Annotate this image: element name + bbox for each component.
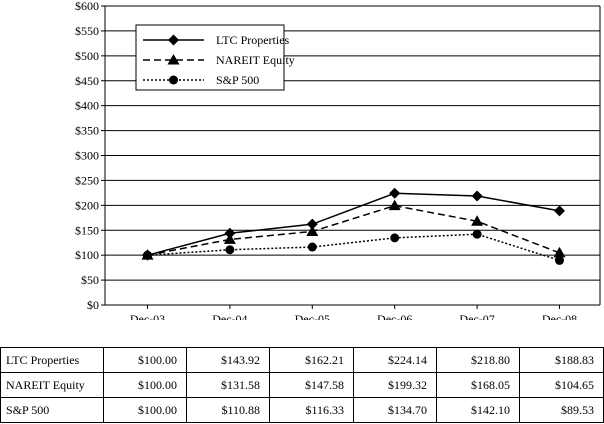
y-tick-label: $600 [75,0,99,13]
y-axis: $0 $50 $100 $150 $200 $250 $300 $350 $400 $450 $50… [75,0,601,312]
legend-box [135,24,285,91]
performance-line-chart: $0 $50 $100 $150 $200 $250 $300 $350 $400 $450 $50… [75,0,601,320]
table-cell: $100.00 [103,347,187,373]
x-tick-label: Dec-06 [377,312,412,320]
table-cell: $224.14 [353,347,437,373]
y-tick-label: $450 [75,74,99,88]
triangle-marker [167,54,180,65]
diamond-marker [168,34,179,46]
table-cell: $147.58 [269,372,354,398]
legend-label: S&P 500 [216,73,259,87]
table-row: LTC Properties $100.00 $143.92 $162.21 $… [0,347,604,373]
series-lines [141,187,566,265]
table-row: NAREIT Equity $100.00 $131.58 $147.58 $1… [0,372,604,398]
x-tick-label: Dec-07 [459,312,494,320]
diamond-marker [389,187,401,199]
table-cell: $110.88 [186,397,270,423]
table-cell: $188.83 [519,347,604,373]
y-tick-label: $550 [75,24,99,38]
table-row: S&P 500 $100.00 $110.88 $116.33 $134.70 … [0,397,604,423]
table-cell: $142.10 [436,397,520,423]
x-tick-label: Dec-04 [212,312,247,320]
legend-label: LTC Properties [216,33,290,47]
triangle-marker [306,225,319,236]
series-line [147,233,560,262]
table-cell: $168.05 [436,372,520,398]
y-tick-label: $500 [75,49,99,63]
table-cell: $116.33 [269,397,354,423]
diamond-marker [224,227,236,239]
y-tick-label: $150 [75,223,99,237]
y-tick-label: $200 [75,198,99,212]
x-axis: Dec-03 Dec-04 Dec-05 Dec-06 Dec-07 Dec-08 [105,304,600,320]
y-tick-label: $0 [87,298,99,312]
table-cell: $134.70 [353,397,437,423]
legend-label: NAREIT Equity [216,53,295,67]
row-label: LTC Properties [0,347,104,373]
y-tick-label: $400 [75,99,99,113]
row-label: S&P 500 [0,397,104,423]
table-cell: $162.21 [269,347,354,373]
chart-legend: LTC Properties NAREIT Equity S&P 500 [135,24,295,91]
circle-marker [225,245,235,255]
y-tick-label: $50 [81,273,99,287]
circle-marker [472,229,482,239]
table-cell: $100.00 [103,397,187,423]
triangle-marker [553,246,566,258]
y-tick-label: $350 [75,124,99,138]
x-tick-label: Dec-08 [542,312,577,320]
circle-marker [169,75,178,85]
circle-marker [307,242,317,252]
triangle-marker [388,199,401,211]
diamond-marker [554,205,565,217]
diamond-marker [306,218,318,230]
table-cell: $104.65 [519,372,604,398]
y-tick-label: $250 [75,173,99,187]
series-line [147,192,560,256]
x-tick-label: Dec-03 [130,312,165,320]
returns-table: LTC Properties $100.00 $143.92 $162.21 $… [0,347,604,423]
x-tick-label: Dec-05 [295,312,330,320]
circle-marker [555,255,564,265]
table-cell: $199.32 [353,372,437,398]
row-label: NAREIT Equity [0,372,104,398]
diamond-marker [471,190,483,202]
y-tick-label: $300 [75,149,99,163]
table-cell: $131.58 [186,372,270,398]
diamond-marker [142,249,153,261]
table-cell: $89.53 [519,397,604,423]
table-cell: $100.00 [103,372,187,398]
circle-marker [390,233,400,243]
table-cell: $143.92 [186,347,270,373]
series-line [147,204,560,256]
table-cell: $218.80 [436,347,520,373]
triangle-marker [471,215,484,226]
y-tick-label: $100 [75,248,99,262]
